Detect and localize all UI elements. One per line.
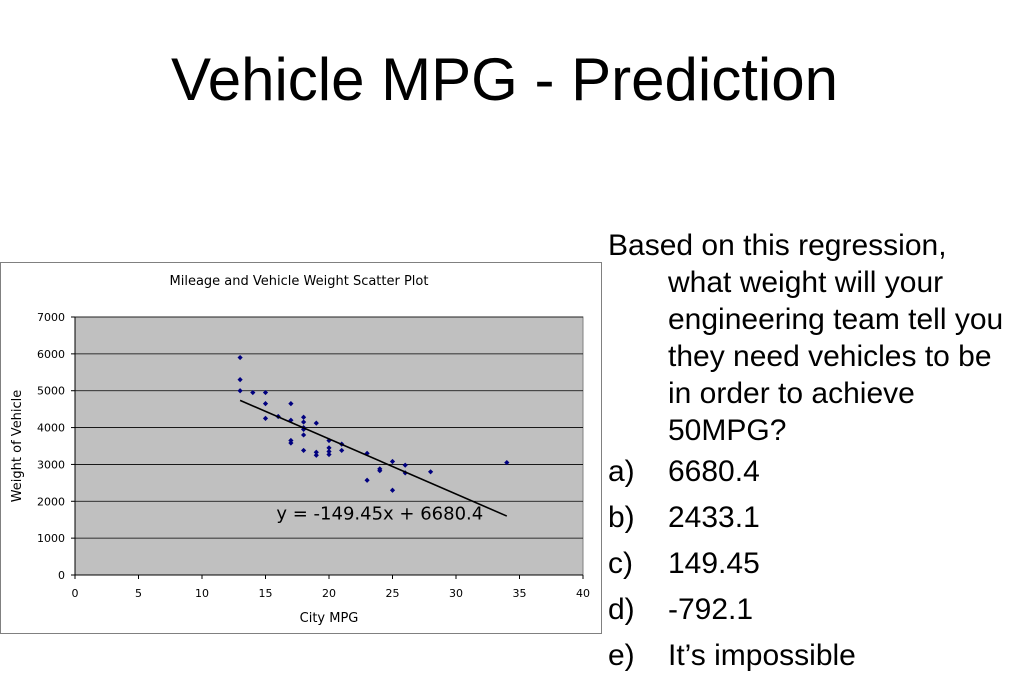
data-point (301, 419, 307, 425)
data-point (326, 451, 332, 458)
y-axis-label: Weight of Vehicle (10, 390, 25, 503)
option-letter: c) (608, 547, 633, 580)
y-tick-label: 4000 (37, 422, 65, 435)
trendline (239, 399, 508, 517)
x-tick-label: 35 (513, 587, 527, 600)
option-value: 6680.4 (668, 455, 760, 488)
data-point (364, 450, 370, 456)
data-point (301, 447, 307, 454)
data-point (288, 440, 294, 446)
question-panel: Based on this regression, what weight wi… (608, 227, 1008, 679)
x-tick-label: 15 (259, 587, 273, 600)
option-letter: a) (608, 455, 635, 488)
gridlines (71, 316, 584, 579)
data-point (339, 447, 345, 454)
x-tick-label: 30 (449, 587, 463, 600)
y-tick-label: 0 (58, 569, 65, 582)
slide-title: Vehicle MPG - Prediction (171, 46, 838, 113)
y-tick-label: 6000 (37, 348, 65, 361)
option-letter: d) (608, 593, 635, 626)
data-point (428, 469, 434, 475)
y-tick-label: 7000 (37, 311, 65, 324)
data-point (313, 452, 319, 458)
option-value: 2433.1 (668, 501, 760, 534)
option-d: d) -792.1 (608, 587, 1008, 633)
option-b: b) 2433.1 (608, 495, 1008, 541)
y-tick-labels: 0 1000 2000 3000 4000 5000 6000 7000 (37, 311, 65, 582)
trendline-equation: y = -149.45x + 6680.4 (276, 504, 483, 525)
option-value: It’s impossible (668, 639, 856, 672)
y-tick-label: 5000 (37, 385, 65, 398)
x-axis-label: City MPG (300, 611, 359, 626)
data-point (313, 420, 319, 426)
y-tick-label: 3000 (37, 458, 65, 471)
option-value: 149.45 (668, 547, 760, 580)
x-tick-label: 0 (72, 587, 79, 600)
y-tick-label: 2000 (37, 495, 65, 508)
x-tick-label: 20 (322, 587, 336, 600)
x-tick-label: 40 (576, 587, 590, 600)
data-point (389, 487, 396, 493)
axes (74, 317, 583, 576)
x-tick-label: 10 (195, 587, 209, 600)
scatter-chart: Mileage and Vehicle Weight Scatter Plot … (10, 274, 591, 626)
x-tick-label: 5 (135, 587, 142, 600)
option-e: e) It’s impossible (608, 633, 1008, 679)
data-point (301, 414, 307, 420)
chart-title: Mileage and Vehicle Weight Scatter Plot (170, 274, 429, 289)
x-tick-label: 25 (386, 587, 400, 600)
data-point (288, 417, 294, 423)
data-point (377, 468, 383, 474)
data-points (237, 354, 510, 493)
option-a: a) 6680.4 (608, 449, 1008, 495)
data-point (402, 462, 408, 468)
data-point (364, 477, 370, 483)
question-text: Based on this regression, what weight wi… (608, 229, 1004, 447)
option-c: c) 149.45 (608, 541, 1008, 587)
data-point (288, 401, 294, 407)
option-letter: b) (608, 501, 635, 534)
option-letter: e) (608, 639, 635, 672)
data-point (301, 426, 307, 433)
y-tick-label: 1000 (37, 532, 65, 545)
option-value: -792.1 (668, 593, 754, 626)
data-point (402, 470, 408, 476)
x-tick-labels: 0 5 10 15 20 25 30 35 40 (72, 587, 591, 600)
answer-options: a) 6680.4 b) 2433.1 c) 149.45 d) -792.1 … (608, 449, 1008, 679)
data-point (326, 448, 332, 455)
chart-container: Mileage and Vehicle Weight Scatter Plot … (0, 262, 602, 634)
